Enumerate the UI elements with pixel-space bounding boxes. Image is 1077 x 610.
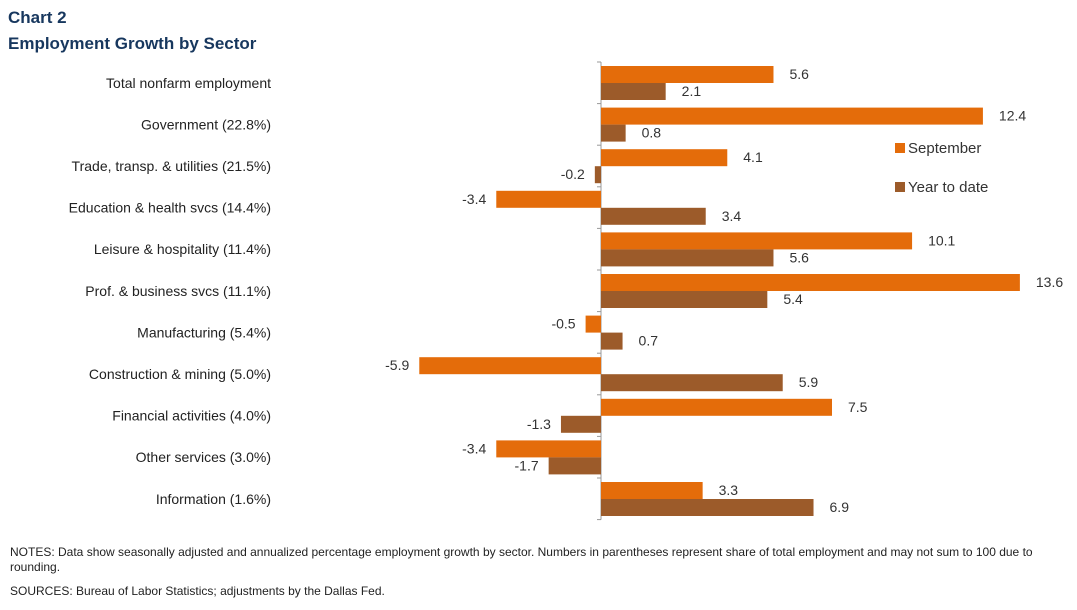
data-label: 5.6 [789,249,809,265]
data-label: 5.6 [789,66,809,82]
data-label: 7.5 [848,399,868,415]
category-label: Education & health svcs (14.4%) [69,200,271,216]
bar-september [601,107,983,125]
data-label: -3.4 [462,191,486,207]
bar-september [601,274,1020,291]
data-label: -5.9 [385,357,409,373]
bar-chart: Total nonfarm employment 5.6 2.1 Government… [69,61,1063,521]
legend-label: Year to date [908,179,988,196]
bar-september [496,190,601,208]
data-label: 5.4 [783,291,803,307]
bar-year-to-date [601,83,666,100]
data-label: 0.8 [642,125,662,141]
bar-year-to-date [601,207,706,225]
data-label: 13.6 [1036,274,1063,290]
bar-year-to-date [548,457,601,475]
bar-september [419,357,601,375]
category-label: Leisure & hospitality (11.4%) [94,241,271,257]
data-label: 4.1 [743,149,763,165]
bar-year-to-date [601,332,623,350]
data-label: 12.4 [999,108,1026,124]
category-label: Prof. & business svcs (11.1%) [85,283,271,299]
bar-year-to-date [601,124,626,142]
data-label: -3.4 [462,440,486,456]
data-label: -1.7 [515,457,539,473]
category-label: Trade, transp. & utilities (21.5%) [72,158,271,174]
data-label: 5.9 [799,374,819,390]
notes-text: NOTES: Data show seasonally adjusted and… [10,545,1033,574]
category-label: Manufacturing (5.4%) [137,324,271,340]
bar-september [601,149,728,167]
bar-year-to-date [601,249,774,267]
data-label: 2.1 [682,83,702,99]
legend-label: September [908,140,981,157]
data-label: 0.7 [639,333,659,349]
bar-year-to-date [601,374,783,392]
chart-title: Employment Growth by Sector [8,34,257,53]
category-label: Financial activities (4.0%) [112,408,271,424]
bar-september [601,482,703,499]
bar-september [601,232,913,250]
data-label: 10.1 [928,232,955,248]
category-label: Information (1.6%) [156,491,271,507]
bar-september [601,66,774,83]
category-label: Government (22.8%) [141,116,271,132]
data-label: -0.2 [561,166,585,182]
bar-september [601,398,832,416]
category-label: Construction & mining (5.0%) [89,366,271,382]
category-label: Total nonfarm employment [106,75,271,91]
data-label: 3.4 [722,208,742,224]
legend-swatch [895,182,905,192]
sources-text: SOURCES: Bureau of Labor Statistics; adj… [10,584,385,598]
data-label: 6.9 [830,499,850,515]
category-label: Other services (3.0%) [136,449,271,465]
data-label: -1.3 [527,416,551,432]
data-label: -0.5 [551,316,575,332]
bar-september [496,440,601,458]
bar-year-to-date [601,499,814,516]
bar-year-to-date [594,166,601,184]
legend-swatch [895,143,905,153]
data-label: 3.3 [719,482,739,498]
bar-year-to-date [601,291,768,308]
bar-september [585,315,601,333]
chart-number: Chart 2 [8,8,67,27]
bar-year-to-date [560,415,601,433]
